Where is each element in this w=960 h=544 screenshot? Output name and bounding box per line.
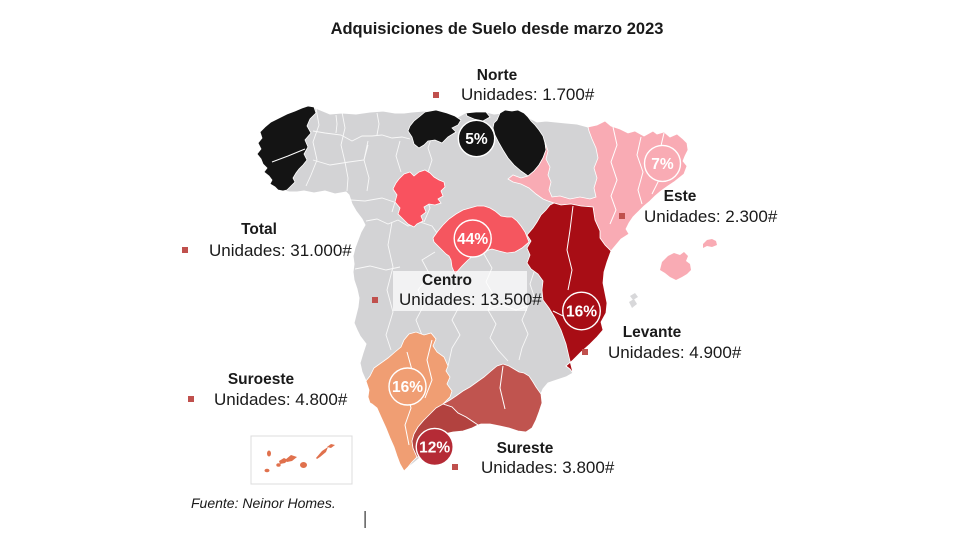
svg-text:44%: 44% <box>457 231 488 248</box>
svg-text:16%: 16% <box>392 379 423 396</box>
svg-text:12%: 12% <box>419 439 450 456</box>
svg-text:5%: 5% <box>465 131 488 148</box>
svg-text:7%: 7% <box>651 156 674 173</box>
svg-text:16%: 16% <box>566 304 597 321</box>
